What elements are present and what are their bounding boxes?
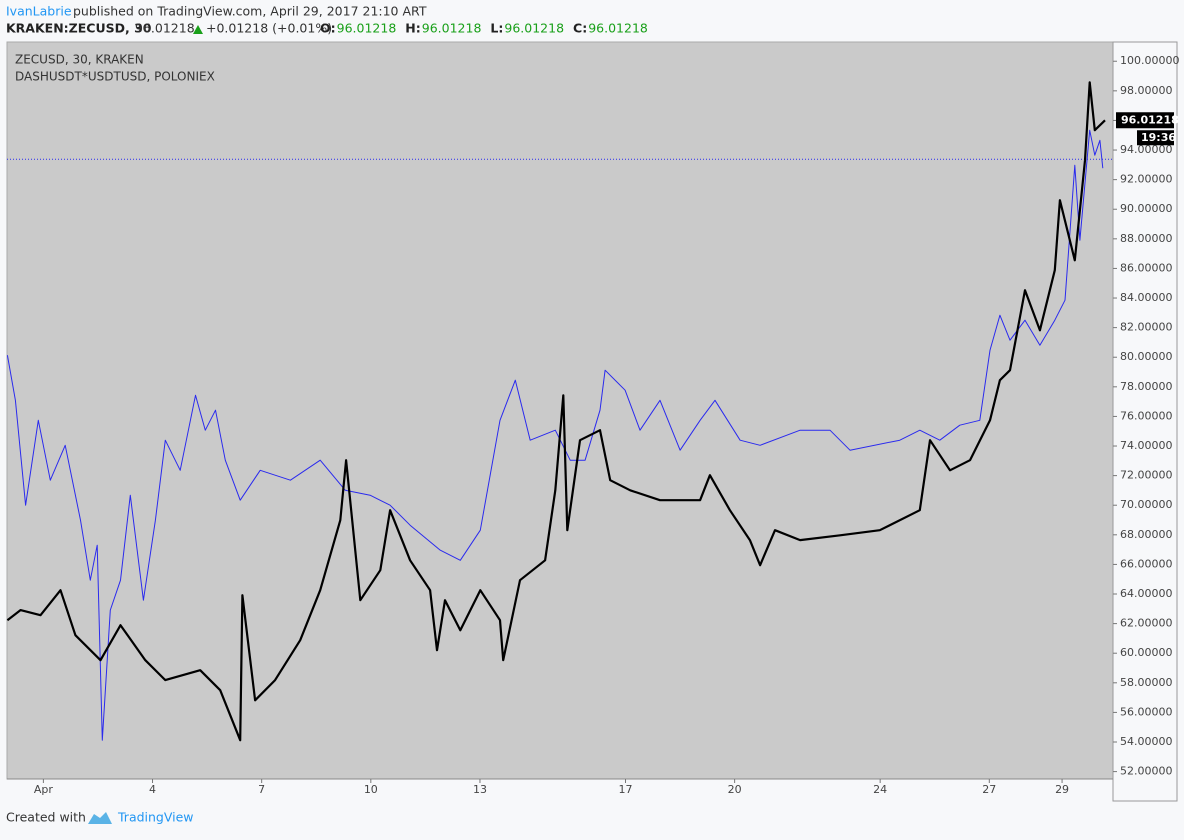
ohlc-value: 96.01218 [588,21,648,36]
y-tick-label: 64.00000 [1120,587,1173,600]
change: +0.01218 (+0.01%) [206,21,332,36]
y-tick-label: 88.00000 [1120,232,1173,245]
ohlc-label: H: [405,21,420,36]
y-tick-label: 76.00000 [1120,409,1173,422]
y-tick-label: 56.00000 [1120,705,1173,718]
y-tick-label: 62.00000 [1120,617,1173,630]
last-price-box [1116,112,1174,129]
y-tick-label: 58.00000 [1120,676,1173,689]
countdown-box [1137,130,1174,146]
x-tick-label: 20 [728,783,742,796]
ohlc-value: 96.01218 [504,21,564,36]
x-tick-label: 13 [473,783,487,796]
y-tick-label: 78.00000 [1120,380,1173,393]
y-tick-label: 66.00000 [1120,557,1173,570]
y-tick-label: 84.00000 [1120,291,1173,304]
y-tick-label: 82.00000 [1120,321,1173,334]
ohlc-label: O: [320,21,336,36]
last-price-label: 96.01218 [1121,113,1179,126]
y-tick-label: 90.00000 [1120,202,1173,215]
y-tick-label: 92.00000 [1120,173,1173,186]
series-line [6,129,1104,741]
price-axis [1112,41,1178,802]
y-tick-label: 86.00000 [1120,261,1173,274]
ohlc-value: 96.01218 [422,21,482,36]
y-tick-label: 98.00000 [1120,84,1173,97]
symbol: KRAKEN:ZECUSD, 30 [6,21,152,36]
x-tick-label: 10 [364,783,378,796]
footer-text: Created with [6,810,86,825]
y-tick-label: 94.00000 [1120,143,1173,156]
y-tick-label: 80.00000 [1120,350,1173,363]
series-line [6,81,1106,742]
ohlc-label: C: [573,21,587,36]
legend-entry: DASHUSDT*USDTUSD, POLONIEX [15,70,215,84]
y-tick-label: 74.00000 [1120,439,1173,452]
ohlc: O: 96.01218 H: 96.01218 L: 96.01218 C: 96.01218 [320,21,648,36]
y-tick-label: 68.00000 [1120,528,1173,541]
y-tick-label: 52.00000 [1120,765,1173,778]
author[interactable]: IvanLabrie [6,4,72,19]
y-tick-label: 72.00000 [1120,469,1173,482]
published: published on TradingView.com, April 29, … [73,4,427,19]
x-tick-label: 24 [873,783,887,796]
x-tick-label: 27 [982,783,996,796]
x-tick-label: 17 [618,783,632,796]
y-tick-label: 70.00000 [1120,498,1173,511]
x-tick-label: 4 [149,783,156,796]
y-tick-label: 60.00000 [1120,646,1173,659]
ohlc-label: L: [490,21,503,36]
brand-logo [88,812,112,824]
x-tick-label: 29 [1055,783,1069,796]
countdown-label: 19:36 [1141,131,1176,144]
x-tick-label: 7 [258,783,265,796]
x-tick-label: Apr [34,783,54,796]
y-tick-label: 54.00000 [1120,735,1173,748]
y-tick-label: 100.00000 [1120,54,1180,67]
brand[interactable]: TradingView [117,810,194,825]
up-arrow [193,25,203,34]
legend-entry: ZECUSD, 30, KRAKEN [15,53,144,67]
price: 96.01218 [135,21,195,36]
ohlc-value: 96.01218 [337,21,397,36]
plot-area [6,41,1114,780]
